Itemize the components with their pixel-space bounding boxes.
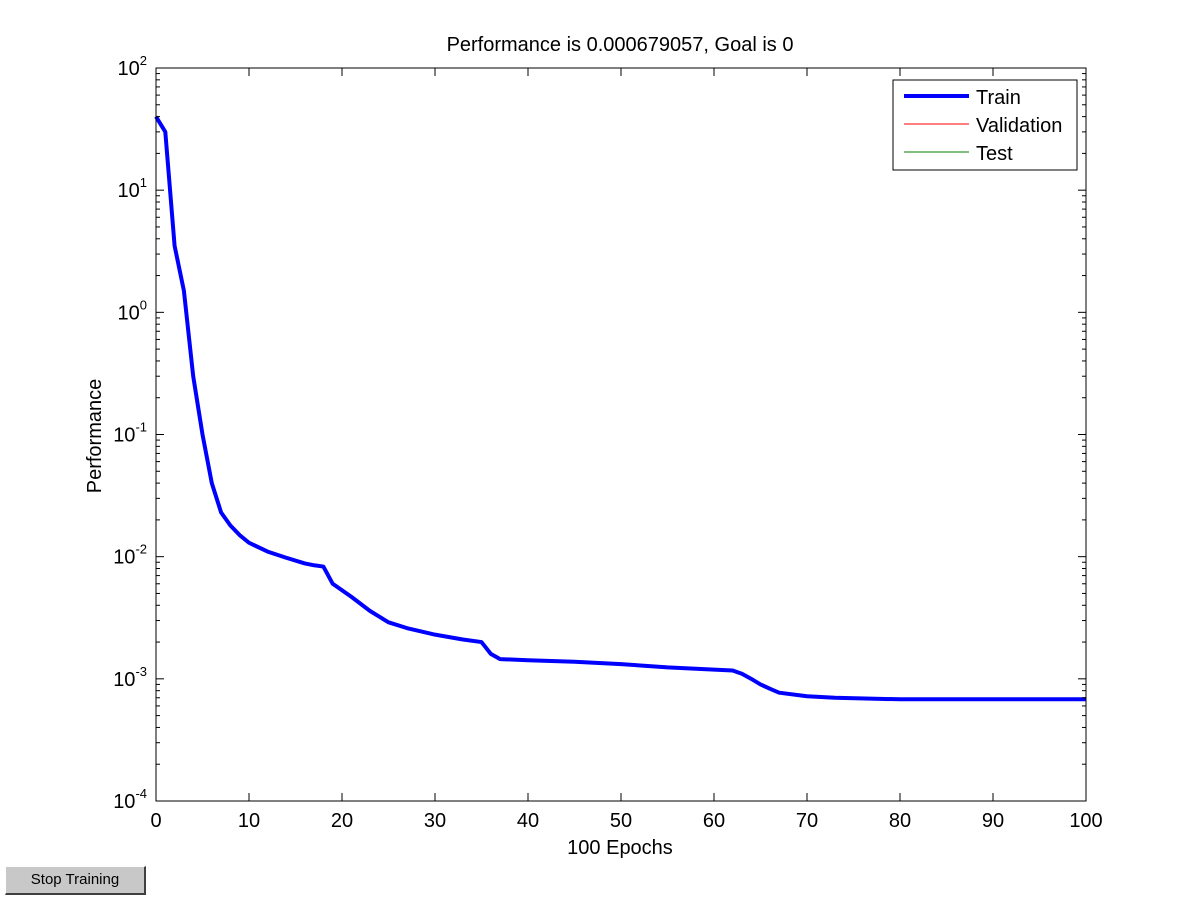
y-axis-label: Performance xyxy=(84,379,106,494)
legend: Train Validation Test xyxy=(892,79,1078,171)
series-line-train xyxy=(154,115,1086,702)
y-axis: 102 101 100 10-1 10-2 10-3 10-4 xyxy=(113,53,1086,813)
legend-label-train: Train xyxy=(976,87,1021,109)
legend-label-test: Test xyxy=(976,143,1013,165)
x-tick-label: 10 xyxy=(238,810,260,832)
x-tick-label: 30 xyxy=(424,810,446,832)
y-tick-label: 10-3 xyxy=(113,664,147,691)
x-axis-label: 100 Epochs xyxy=(567,837,673,859)
axes-background xyxy=(156,68,1086,801)
legend-label-validation: Validation xyxy=(976,115,1062,137)
stop-training-button[interactable]: Stop Training xyxy=(5,866,146,895)
y-tick-label: 102 xyxy=(118,53,147,80)
x-tick-label: 40 xyxy=(517,810,539,832)
x-tick-label: 70 xyxy=(796,810,818,832)
x-tick-label: 20 xyxy=(331,810,353,832)
x-tick-label: 80 xyxy=(889,810,911,832)
x-tick-label: 90 xyxy=(982,810,1004,832)
x-axis: 0 10 20 30 40 50 60 70 80 90 100 xyxy=(150,68,1103,832)
y-tick-label: 10-2 xyxy=(113,542,147,569)
y-tick-label: 10-4 xyxy=(113,786,147,813)
y-tick-label: 100 xyxy=(118,297,147,324)
x-tick-label: 60 xyxy=(703,810,725,832)
x-tick-label: 0 xyxy=(150,810,161,832)
y-tick-label: 101 xyxy=(118,175,147,202)
y-tick-label: 10-1 xyxy=(113,420,147,447)
chart-title: Performance is 0.000679057, Goal is 0 xyxy=(447,34,794,56)
x-tick-label: 100 xyxy=(1069,810,1102,832)
x-tick-label: 50 xyxy=(610,810,632,832)
series-layer xyxy=(154,115,1086,702)
